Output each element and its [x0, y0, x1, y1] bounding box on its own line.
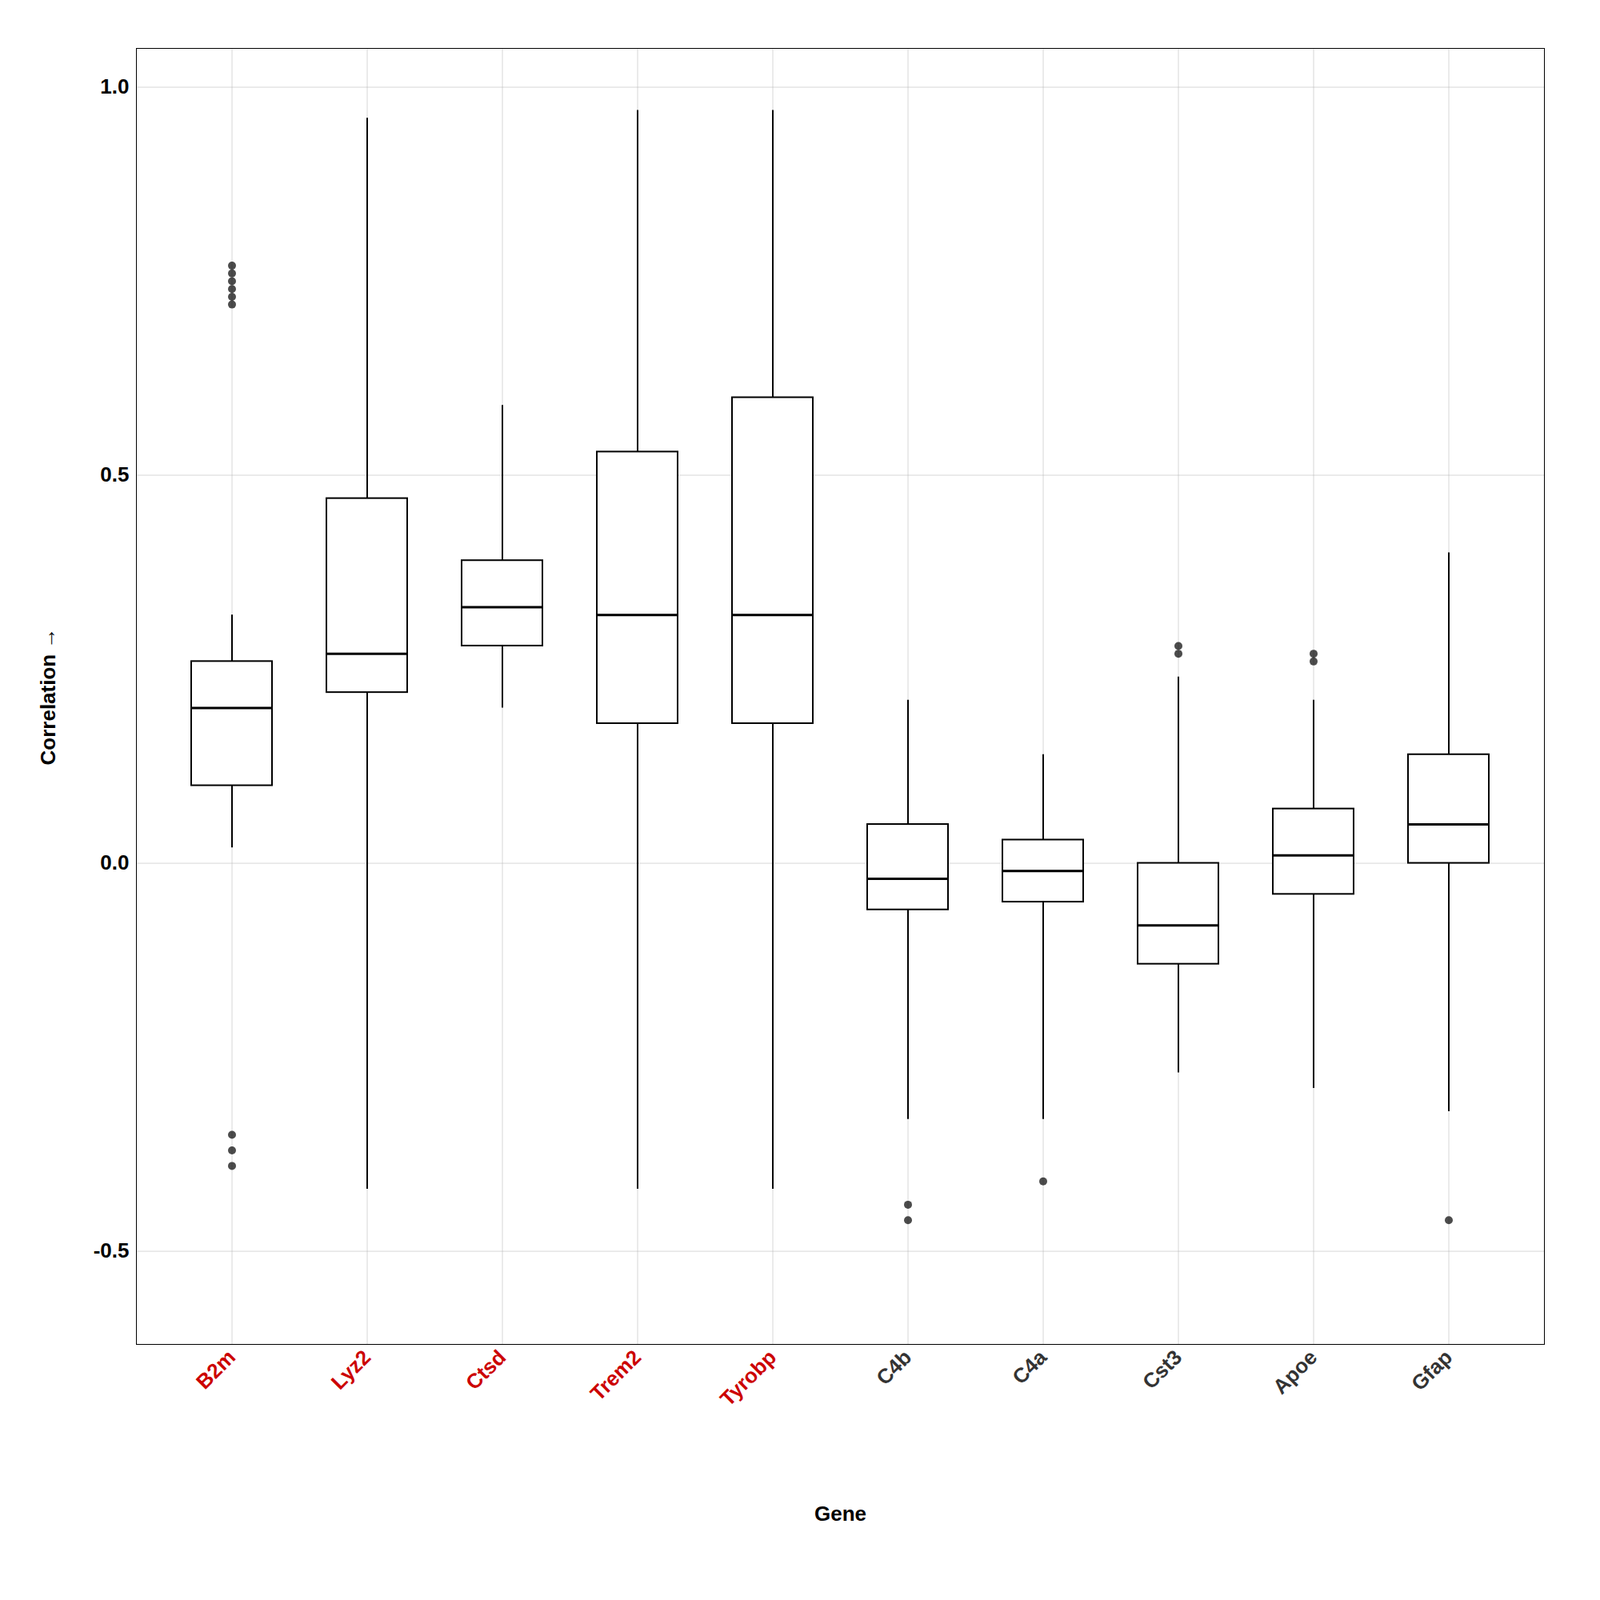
svg-text:Ctsd: Ctsd: [460, 1344, 511, 1395]
svg-text:1.0: 1.0: [100, 74, 129, 99]
svg-text:Gfap: Gfap: [1406, 1344, 1457, 1396]
svg-text:Lyz2: Lyz2: [326, 1344, 376, 1394]
svg-text:C4b: C4b: [871, 1344, 916, 1390]
svg-text:B2m: B2m: [191, 1344, 240, 1394]
svg-text:Trem2: Trem2: [585, 1344, 646, 1405]
svg-text:0.0: 0.0: [100, 850, 129, 875]
svg-text:C4a: C4a: [1007, 1344, 1052, 1389]
svg-text:Cst3: Cst3: [1137, 1344, 1187, 1394]
svg-text:Apoe: Apoe: [1268, 1344, 1322, 1399]
svg-text:0.5: 0.5: [100, 462, 129, 487]
svg-text:Gene: Gene: [814, 1501, 867, 1526]
svg-text:Tyrobp: Tyrobp: [715, 1344, 781, 1411]
svg-text:-0.5: -0.5: [93, 1238, 130, 1263]
svg-text:Correlation →: Correlation →: [36, 628, 60, 766]
